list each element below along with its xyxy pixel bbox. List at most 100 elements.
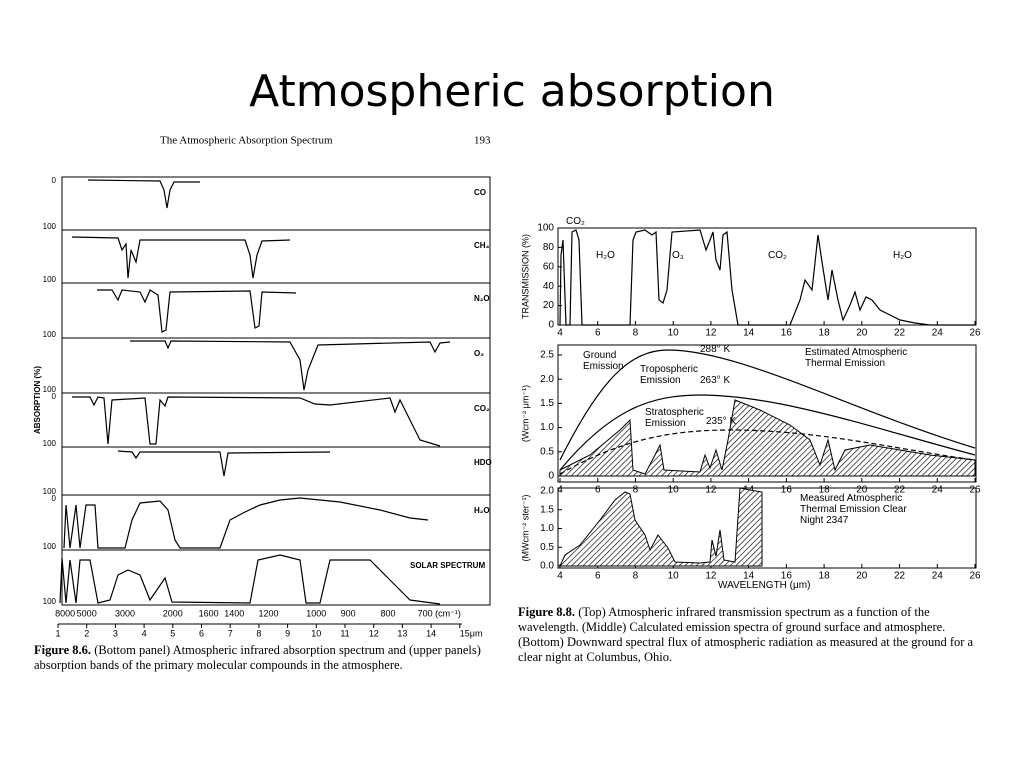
x-tick-label: 1400 [224, 608, 244, 618]
panel-label: CO [474, 188, 486, 197]
band-label: CO₂ [768, 250, 787, 261]
panel-frame [61, 176, 491, 231]
caption: Figure 8.8. (Top) Atmospheric infrared t… [518, 605, 984, 665]
panel-frame [61, 282, 491, 339]
panel-frame [557, 344, 977, 483]
spectrum-curve [130, 340, 451, 391]
x-axis-label: WAVELENGTH (μm) [718, 580, 811, 591]
y-tick-label: 80 [543, 242, 555, 253]
x-tick-label: 10 [668, 485, 680, 496]
caption-text: (Bottom panel) Atmospheric infrared abso… [34, 643, 481, 672]
x-tick-label: 10 [668, 571, 680, 582]
y-tick-label: 100 [43, 487, 57, 496]
x-tick-label: 4 [142, 628, 147, 638]
panel-frame [61, 549, 491, 606]
x-tick-label: 14 [743, 328, 755, 339]
spectrum-curve [63, 497, 429, 549]
x-tick-label: 12 [369, 628, 379, 638]
annotation: Estimated Atmospheric Thermal Emission [805, 347, 908, 369]
x-tick-label: 3 [113, 628, 118, 638]
y-tick-label: 100 [43, 542, 57, 551]
y-tick-label: 100 [43, 385, 57, 394]
x-tick-label: 18 [819, 571, 831, 582]
y-tick-label: 0 [52, 392, 57, 401]
band-label: O₃ [672, 250, 684, 261]
x-tick-label: 8 [633, 571, 639, 582]
x-tick-label: 8 [633, 485, 639, 496]
y-tick-label: 0 [548, 320, 554, 331]
x-tick-label: 18 [819, 485, 831, 496]
annotation: Stratospheric Emission [645, 407, 704, 429]
y-axis-label: (MWcm⁻² ster⁻¹) [520, 495, 530, 562]
y-axis-label: ABSORPTION (%) [33, 366, 42, 434]
spectrum-curve [87, 179, 200, 209]
x-tick-label: 15μm [460, 628, 483, 638]
annotation: 288° K [700, 344, 731, 355]
x-tick-label: 12 [705, 485, 717, 496]
panel-frame [61, 446, 491, 496]
x-tick-label: 1000 [306, 608, 326, 618]
panel-label: HDO [474, 458, 492, 467]
caption: Figure 8.6. (Bottom panel) Atmospheric i… [34, 643, 496, 673]
y-tick-label: 1.5 [540, 504, 554, 515]
x-tick-label: 13 [397, 628, 407, 638]
x-tick-label: 900 [341, 608, 356, 618]
panel-frame [557, 227, 977, 326]
x-tick-label: 4 [557, 571, 563, 582]
y-tick-label: 100 [43, 275, 57, 284]
annotation: 235° K [706, 416, 737, 427]
x-tick-label: 24 [932, 571, 944, 582]
y-tick-label: 100 [43, 330, 57, 339]
x-tick-label: 2000 [163, 608, 183, 618]
y-tick-label: 20 [543, 300, 555, 311]
y-tick-label: 40 [543, 281, 555, 292]
x-tick-label: 5 [170, 628, 175, 638]
caption-label: Figure 8.8. [518, 605, 576, 619]
shaded-emission [559, 399, 976, 477]
x-tick-label: 11 [340, 628, 349, 638]
x-tick-label: 6 [595, 571, 601, 582]
y-tick-label: 100 [537, 223, 554, 234]
emission-curve [559, 349, 976, 461]
x-tick-label: 10 [668, 328, 680, 339]
x-tick-label: 22 [894, 571, 906, 582]
x-tick-label: 12 [705, 571, 717, 582]
x-tick-label: 2 [84, 628, 89, 638]
y-tick-label: 100 [43, 597, 57, 606]
x-tick-label: 700 (cm⁻¹) [418, 608, 461, 618]
x-tick-label: 8000 [55, 608, 75, 618]
x-tick-label: 1 [55, 628, 60, 638]
page-number: 193 [474, 135, 491, 147]
x-tick-label: 6 [199, 628, 204, 638]
panel-label: H₂O [474, 506, 490, 515]
x-tick-label: 16 [781, 328, 793, 339]
x-tick-label: 14 [743, 571, 755, 582]
x-tick-label: 7 [228, 628, 233, 638]
y-tick-label: 2.5 [540, 350, 554, 361]
x-tick-label: 20 [856, 571, 868, 582]
x-tick-label: 4 [557, 485, 563, 496]
spectrum-curve [72, 396, 441, 447]
panel-group: CO0100CH₄100N₂O100O₃100CO₂0100HDO100H₂O0… [43, 176, 492, 638]
running-head: The Atmospheric Absorption Spectrum [160, 135, 333, 147]
annotation: 263° K [700, 375, 731, 386]
x-tick-label: 26 [969, 485, 981, 496]
x-tick-label: 8 [633, 328, 639, 339]
spectrum-curve [71, 236, 291, 279]
panel-label: CO₂ [474, 404, 490, 413]
panel-label: SOLAR SPECTRUM [410, 561, 485, 570]
x-tick-label: 20 [856, 328, 868, 339]
caption-label: Figure 8.6. [34, 643, 92, 657]
spectrum-curve [59, 554, 441, 605]
band-label: CO₂ [566, 216, 585, 227]
y-tick-label: 100 [43, 222, 57, 231]
panel-frame [61, 392, 491, 448]
panel-frame [61, 337, 491, 394]
emission-curve [559, 394, 976, 471]
x-tick-label: 1600 [199, 608, 219, 618]
y-tick-label: 2.0 [540, 374, 554, 385]
panel-label: CH₄ [474, 241, 490, 250]
band-label: H₂O [893, 250, 912, 261]
x-tick-label: 24 [932, 485, 944, 496]
